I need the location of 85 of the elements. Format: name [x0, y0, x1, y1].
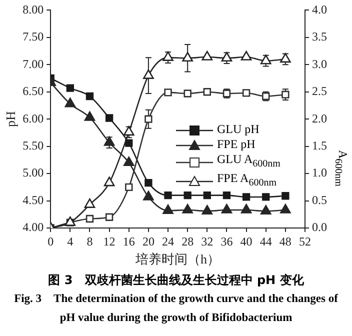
legend-label: GLU pH	[217, 122, 260, 137]
point	[125, 139, 133, 147]
x-tick-label: 12	[103, 234, 116, 248]
x-tick-label: 0	[48, 234, 54, 248]
caption: 图 3 双歧杆菌生长曲线及生长过程中 pH 变化	[47, 272, 305, 289]
x-tick-label: 40	[240, 234, 252, 248]
x-tick-label: 8	[86, 234, 93, 248]
x-tick-label: 44	[260, 234, 272, 248]
point	[123, 126, 134, 136]
point	[144, 115, 152, 123]
y2-tick-label: 3.5	[312, 30, 327, 44]
point	[143, 69, 154, 79]
point	[86, 92, 94, 100]
point	[202, 204, 213, 215]
point	[242, 89, 250, 97]
y2-tick-label: 1.0	[312, 166, 327, 180]
point	[104, 176, 115, 186]
point	[64, 98, 76, 108]
y-tick-label: 7.50	[22, 30, 44, 44]
y-tick-label: 4.00	[22, 220, 44, 234]
point	[240, 50, 252, 60]
y2-tick-label: 0.0	[312, 220, 327, 234]
point	[162, 51, 174, 61]
point	[104, 136, 115, 146]
y2-tick-label: 4.0	[312, 2, 327, 16]
y-tick-label: 6.50	[22, 84, 44, 98]
point	[184, 192, 192, 200]
point	[184, 90, 192, 98]
point	[84, 198, 96, 208]
y2-tick-label: 0.5	[312, 192, 327, 207]
point	[221, 52, 232, 62]
y-tick-label: 5.50	[22, 138, 44, 152]
point	[164, 88, 172, 96]
point	[242, 193, 250, 201]
y-tick-label: 5.00	[22, 166, 44, 180]
point	[260, 204, 272, 215]
y2-tick-label: 2.5	[312, 84, 327, 98]
legend-label: GLU A$_{600nm}$	[217, 152, 280, 172]
x-tick-label: 32	[201, 234, 214, 248]
caption: Fig. 3 The determination of the growth curve and the changes of pH value during the growth of Bifidobacterium	[13, 292, 339, 326]
point	[105, 114, 114, 122]
y2-tick-label: 2.0	[312, 111, 327, 126]
x-tick-label: 24	[162, 234, 174, 248]
point	[144, 178, 152, 187]
point	[64, 216, 76, 226]
point	[125, 183, 133, 191]
point	[280, 53, 291, 63]
point	[164, 192, 172, 200]
point	[182, 204, 193, 214]
x-tick-label: 36	[220, 234, 233, 248]
point	[105, 213, 114, 221]
x-tick-label: 48	[279, 234, 292, 248]
x-axis-title: 培养时间（h）	[134, 252, 220, 267]
x-tick-label: 28	[182, 234, 194, 248]
y-tick-label: 8.00	[22, 2, 44, 16]
y-tick-label: 4.50	[22, 192, 44, 207]
point	[280, 204, 291, 214]
x-tick-label: 4	[67, 234, 74, 248]
y-tick-label: 7.00	[22, 56, 44, 71]
point	[123, 156, 134, 166]
x-tick-label: 16	[122, 234, 135, 248]
point	[282, 192, 290, 200]
point	[202, 50, 213, 60]
point	[84, 111, 96, 121]
x-tick-label: 52	[299, 234, 311, 248]
point	[262, 193, 270, 201]
legend-label: FPE pH	[217, 137, 256, 152]
point	[203, 192, 211, 200]
point	[260, 54, 272, 64]
y2-tick-label: 1.5	[312, 138, 327, 152]
y2-tick-label: 3.0	[312, 56, 327, 71]
point	[66, 84, 74, 92]
point	[222, 192, 231, 200]
point	[86, 214, 94, 223]
point	[282, 90, 290, 98]
point	[162, 204, 174, 214]
point	[221, 204, 232, 214]
point	[240, 204, 252, 214]
legend-label: FPE A$_{600nm}$	[217, 171, 276, 191]
point	[203, 88, 211, 96]
y-axis-title: pH	[3, 111, 18, 128]
point	[143, 190, 154, 200]
point	[182, 52, 193, 62]
y-tick-label: 6.00	[22, 111, 44, 126]
x-tick-label: 20	[142, 234, 154, 248]
